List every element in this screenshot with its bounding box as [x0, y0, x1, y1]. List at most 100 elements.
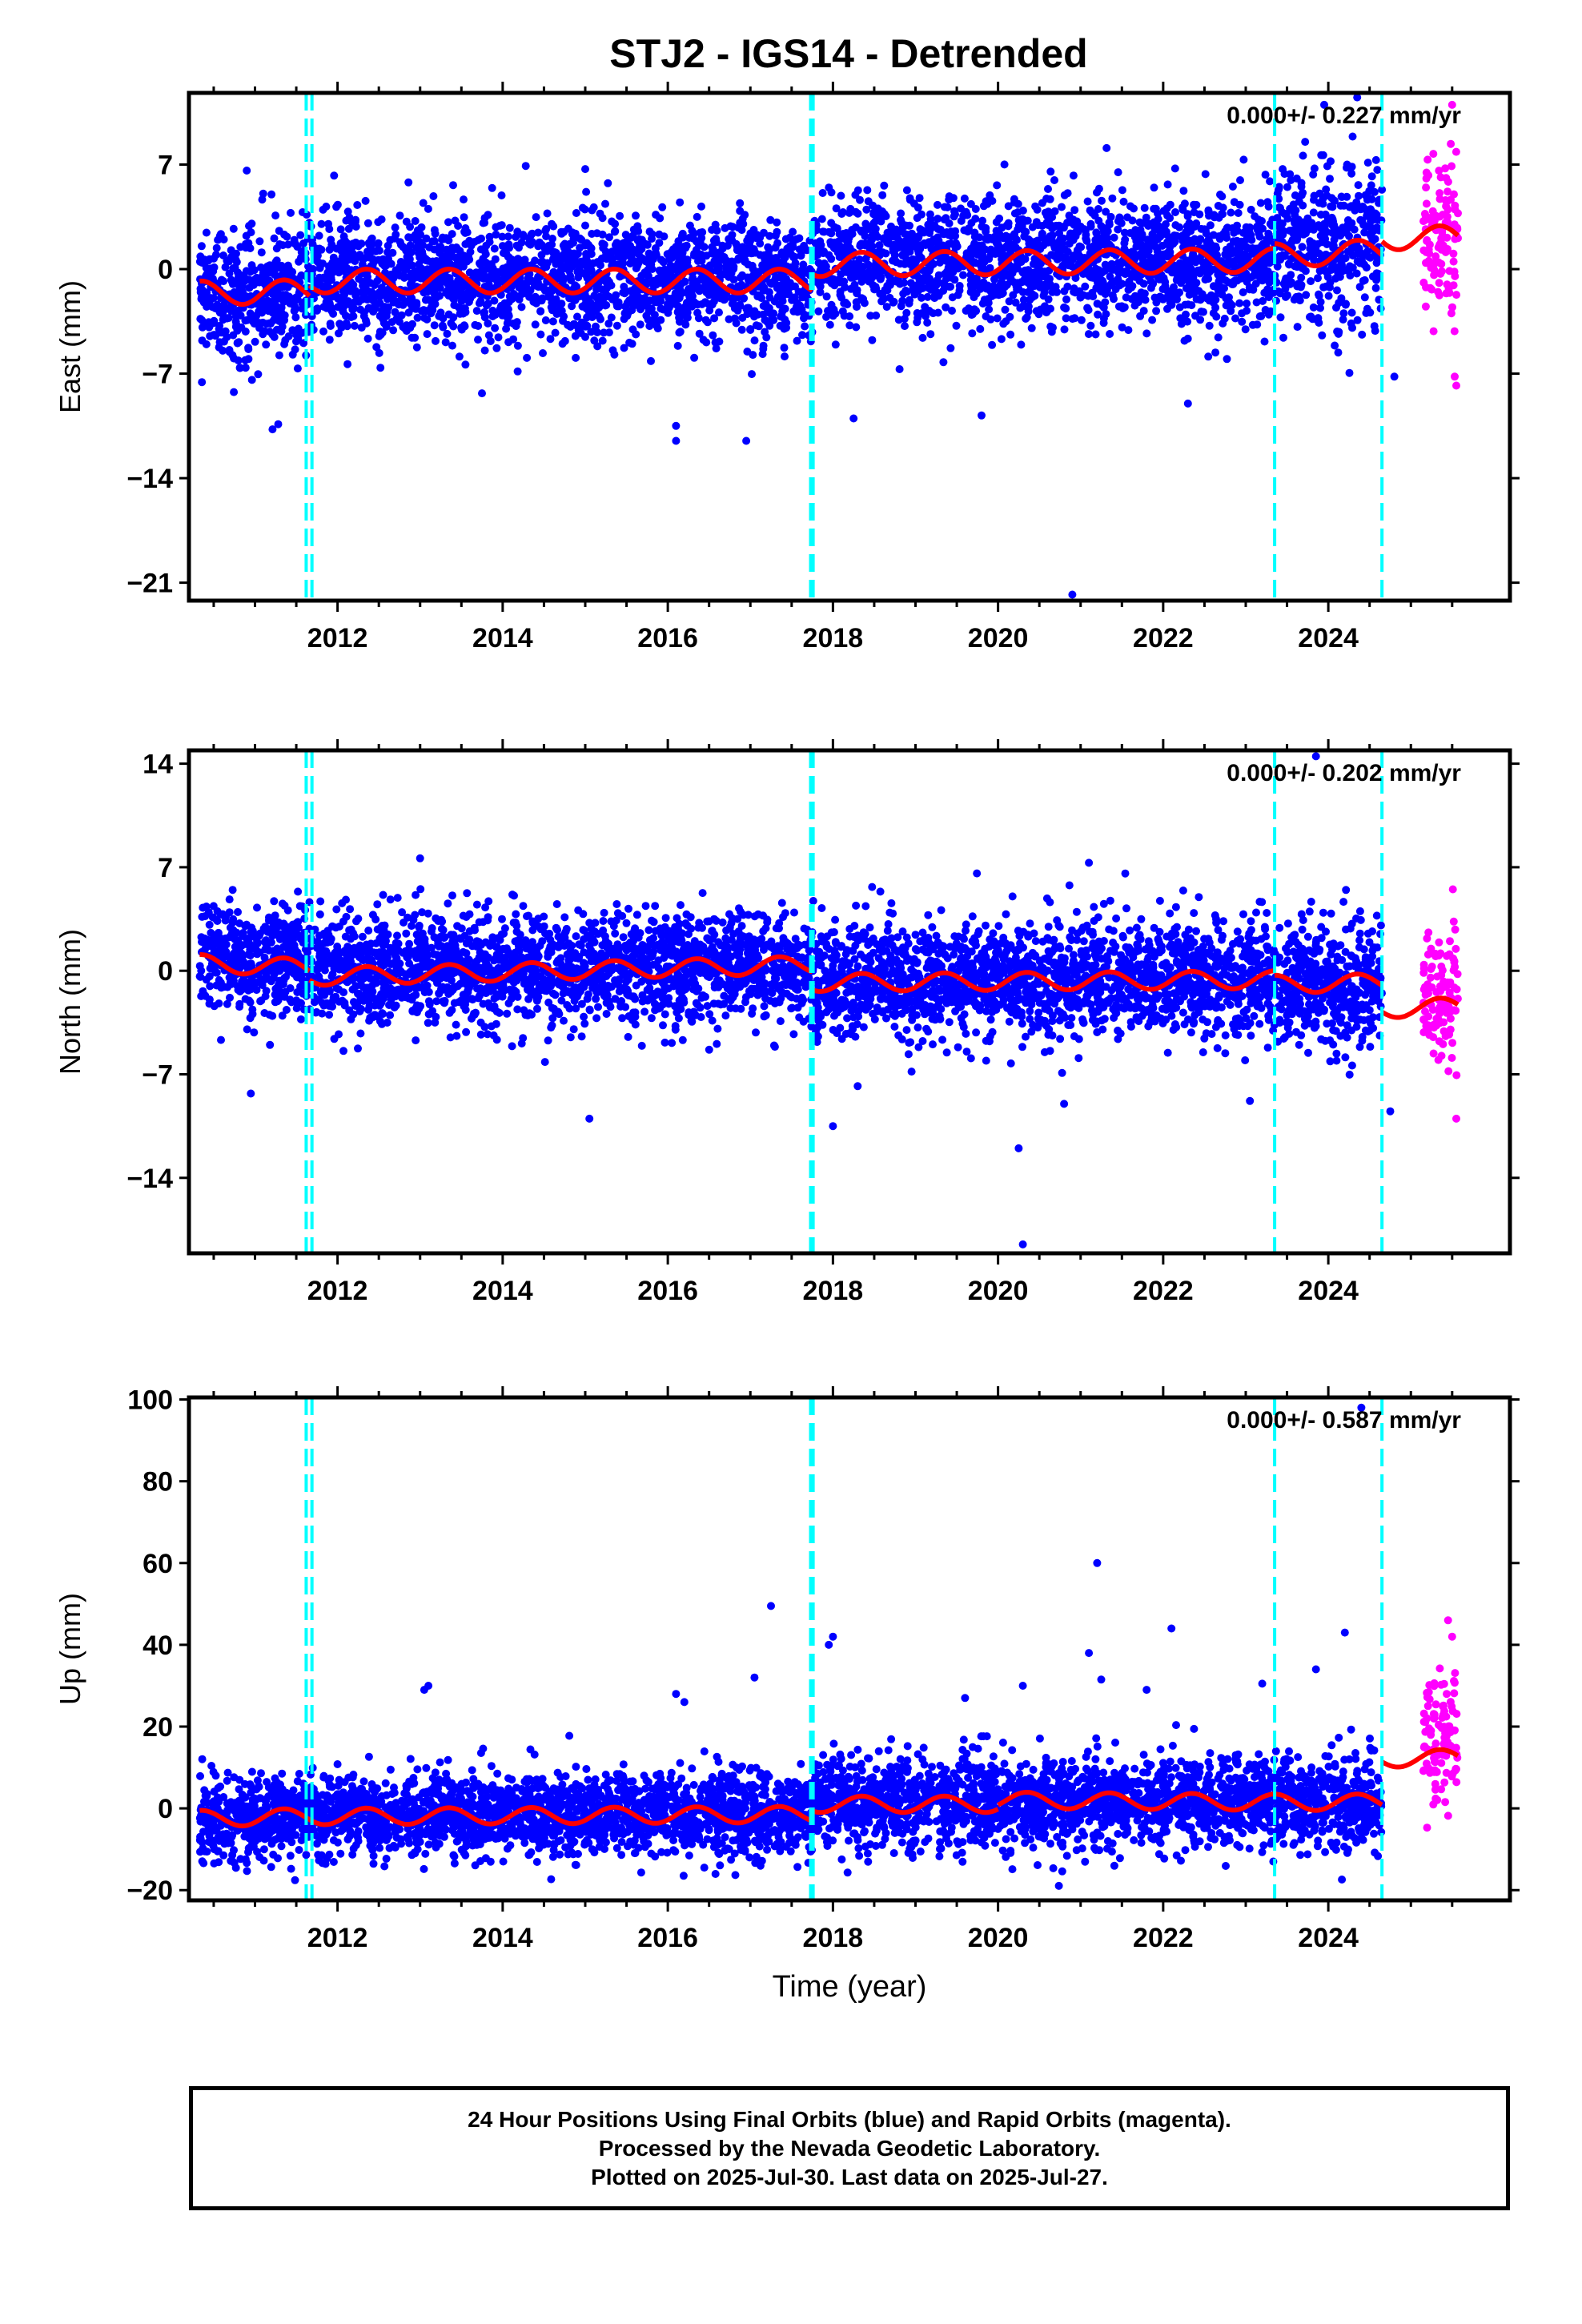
data-point [802, 246, 811, 255]
data-point [830, 281, 839, 290]
data-point [709, 245, 717, 254]
data-point [1341, 300, 1350, 309]
data-point [701, 316, 710, 324]
data-point [461, 360, 470, 369]
data-point [1094, 205, 1102, 213]
data-point [771, 243, 780, 252]
data-point [1447, 139, 1456, 148]
data-point [1287, 176, 1295, 184]
data-point [943, 203, 952, 211]
data-point [632, 300, 640, 308]
data-point [282, 1006, 291, 1014]
data-point [551, 328, 560, 337]
data-point [1122, 293, 1130, 302]
data-point [865, 277, 873, 286]
data-point [1256, 199, 1265, 207]
data-point [1112, 276, 1121, 285]
data-point [475, 299, 484, 308]
data-point [460, 251, 468, 260]
data-point [1231, 314, 1239, 323]
data-point [872, 284, 881, 293]
data-point [1180, 199, 1189, 208]
data-point [532, 213, 540, 222]
data-point [537, 240, 546, 249]
x-tick-label: 2012 [307, 623, 368, 653]
data-point [247, 376, 256, 384]
data-point [1338, 267, 1347, 275]
data-point [270, 234, 279, 243]
data-point [889, 297, 898, 306]
data-point [221, 305, 230, 314]
data-point [1106, 264, 1114, 273]
data-point [889, 244, 897, 253]
data-point [200, 255, 209, 264]
fit-segment [811, 245, 1275, 279]
data-point [1442, 202, 1451, 211]
data-point [1006, 312, 1014, 321]
data-point [1242, 242, 1250, 251]
data-point [1338, 261, 1346, 270]
data-point [480, 346, 489, 355]
data-point [1006, 233, 1014, 242]
data-point [758, 261, 767, 270]
data-point [508, 295, 516, 304]
data-point [725, 315, 733, 324]
data-point [1347, 308, 1356, 317]
data-point [283, 240, 292, 249]
data-point [448, 341, 456, 350]
data-point [753, 310, 762, 319]
data-point [628, 232, 636, 241]
data-point [582, 187, 591, 196]
data-point [283, 232, 291, 241]
data-point [1211, 348, 1220, 357]
data-point [572, 209, 580, 217]
data-point [900, 315, 909, 324]
data-point [942, 214, 950, 223]
data-point [1009, 291, 1018, 300]
data-layer [195, 750, 1462, 1253]
data-point [1148, 316, 1157, 324]
data-point [500, 274, 509, 283]
data-point [554, 307, 563, 316]
data-point [765, 308, 773, 317]
data-point [647, 356, 655, 365]
data-point [937, 226, 945, 235]
data-point [466, 247, 475, 256]
data-point [1146, 263, 1155, 272]
data-point [202, 340, 211, 348]
data-point [1315, 290, 1323, 299]
data-point [375, 288, 383, 297]
data-point [587, 328, 596, 336]
data-point [599, 243, 608, 252]
data-point [388, 248, 397, 257]
data-point [1154, 273, 1162, 282]
fit-segment [307, 266, 814, 296]
data-point [1332, 304, 1340, 312]
data-point [1252, 223, 1261, 231]
data-point [607, 313, 616, 322]
data-point [560, 227, 568, 236]
data-point [952, 321, 961, 330]
data-point [346, 254, 355, 263]
data-point [852, 207, 860, 216]
data-point [997, 335, 1006, 344]
data-point [1276, 313, 1285, 322]
data-point [1255, 232, 1264, 241]
data-point [685, 292, 694, 301]
data-point [733, 282, 742, 291]
data-point [484, 319, 492, 328]
data-point [414, 249, 423, 258]
data-point [845, 321, 854, 330]
data-point [543, 247, 552, 255]
data-point [1241, 325, 1250, 334]
data-point [925, 266, 934, 275]
data-point [901, 221, 910, 230]
data-point [291, 304, 300, 313]
data-point [909, 235, 917, 243]
data-point [1196, 316, 1205, 324]
data-point [428, 305, 436, 313]
data-point [916, 283, 925, 292]
data-point [652, 211, 661, 219]
data-point [203, 321, 211, 330]
data-point [605, 233, 613, 242]
